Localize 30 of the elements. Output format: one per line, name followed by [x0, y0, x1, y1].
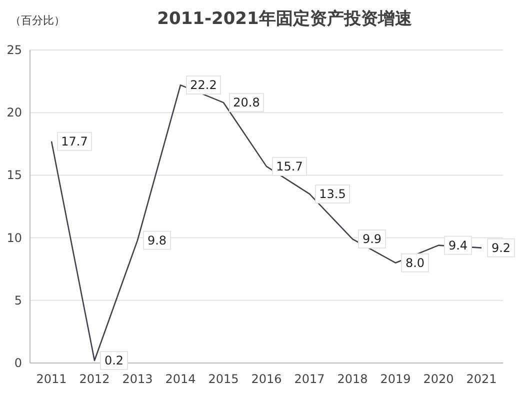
x-tick-label: 2011	[36, 372, 67, 386]
x-tick-label: 2012	[79, 372, 110, 386]
y-tick-label: 5	[14, 293, 22, 308]
y-tick-label: 0	[14, 356, 22, 370]
data-label: 9.2	[491, 240, 511, 255]
data-label: 13.5	[319, 186, 346, 201]
data-label: 9.9	[362, 232, 382, 246]
data-label: 22.2	[190, 78, 217, 92]
data-label: 15.7	[276, 159, 303, 174]
x-tick-label: 2021	[466, 372, 497, 386]
x-tick-label: 2019	[380, 372, 411, 386]
data-label: 9.8	[147, 233, 167, 248]
data-label: 8.0	[405, 256, 425, 270]
y-tick-label: 10	[6, 230, 22, 245]
y-tick-label: 15	[6, 168, 22, 182]
y-tick-label: 25	[6, 43, 22, 57]
y-axis-title: （百分比）	[10, 14, 65, 27]
x-tick-label: 2014	[165, 372, 196, 386]
x-tick-label: 2020	[423, 372, 454, 386]
y-tick-label: 20	[6, 106, 22, 120]
x-tick-label: 2013	[122, 372, 153, 386]
x-tick-label: 2016	[251, 372, 282, 386]
x-tick-label: 2015	[208, 372, 239, 386]
x-tick-label: 2017	[294, 372, 325, 386]
chart-title: 2011-2021年固定资产投资增速	[157, 9, 412, 29]
data-label: 0.2	[104, 353, 124, 368]
data-label: 9.4	[448, 238, 468, 252]
data-label: 17.7	[61, 134, 88, 148]
x-tick-label: 2018	[337, 372, 368, 386]
data-label: 20.8	[233, 96, 260, 110]
